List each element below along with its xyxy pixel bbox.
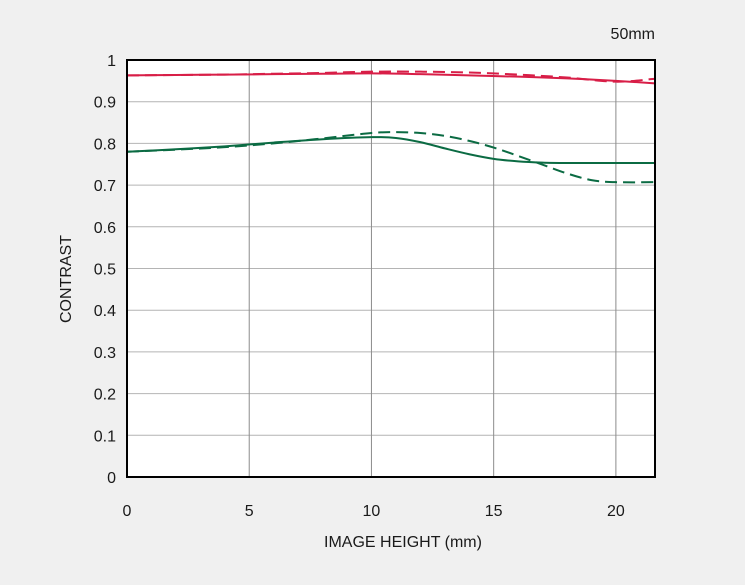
y-tick-label: 0.8 <box>94 136 116 153</box>
y-tick-label: 0.9 <box>94 95 116 112</box>
x-tick-label: 0 <box>123 503 132 520</box>
y-tick-labels: 0 0.1 0.2 0.3 0.4 0.5 0.6 0.7 0.8 0.9 1 <box>94 53 116 487</box>
y-tick-label: 1 <box>107 53 116 70</box>
series-line-4 <box>126 131 656 184</box>
y-tick-label: 0.3 <box>94 345 116 362</box>
y-tick-label: 0.1 <box>94 428 116 445</box>
x-tick-label: 15 <box>485 503 503 520</box>
y-tick-label: 0.4 <box>94 303 116 320</box>
x-tick-label: 20 <box>607 503 625 520</box>
y-tick-label: 0 <box>107 470 116 487</box>
y-tick-label: 0.2 <box>94 387 116 404</box>
x-tick-labels: 0 5 10 15 20 <box>123 503 625 520</box>
y-axis-label: CONTRAST <box>58 235 75 323</box>
focal-length-annotation: 50mm <box>611 26 655 43</box>
grid <box>127 60 655 477</box>
x-axis-label: IMAGE HEIGHT (mm) <box>324 534 482 551</box>
y-tick-label: 0.5 <box>94 262 116 279</box>
y-tick-label: 0.7 <box>94 178 116 195</box>
y-tick-label: 0.6 <box>94 220 116 237</box>
series-line-2 <box>126 70 656 83</box>
x-tick-label: 10 <box>363 503 381 520</box>
x-tick-label: 5 <box>245 503 254 520</box>
series-lines <box>126 70 656 184</box>
plot-frame <box>126 59 656 478</box>
